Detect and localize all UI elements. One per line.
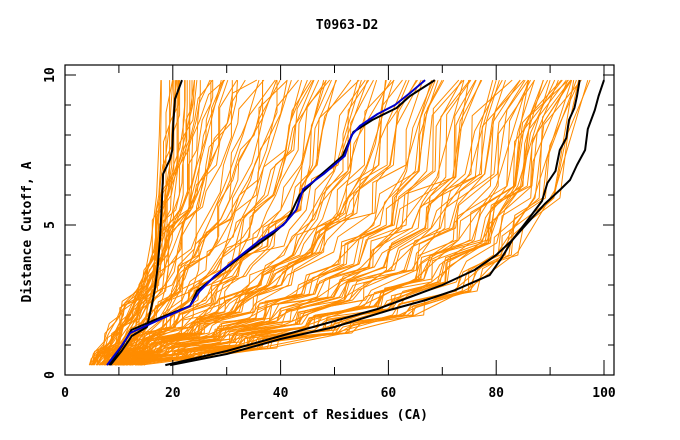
model-line xyxy=(128,79,573,366)
model-line xyxy=(111,80,386,366)
model-line xyxy=(96,79,229,366)
model-line xyxy=(121,79,500,366)
model-line xyxy=(124,79,435,366)
model-line xyxy=(114,79,331,366)
y-axis-ticks: 0 5 10 xyxy=(43,67,614,379)
model-line xyxy=(92,80,162,366)
model-line xyxy=(131,79,506,366)
model-line xyxy=(115,79,445,366)
black-steep-line xyxy=(109,79,183,366)
model-line xyxy=(131,79,569,366)
model-line xyxy=(137,79,582,366)
y-tick-label: 5 xyxy=(43,221,58,229)
blue-target-line xyxy=(106,79,426,366)
x-tick-label: 40 xyxy=(273,386,289,401)
model-line xyxy=(121,79,544,366)
model-line xyxy=(114,79,403,366)
model-line xyxy=(120,79,407,366)
model-line xyxy=(96,80,198,366)
x-tick-label: 80 xyxy=(488,386,504,401)
x-tick-label: 60 xyxy=(381,386,397,401)
model-line xyxy=(110,79,443,366)
highlight-lines xyxy=(106,79,605,367)
x-axis-label: Percent of Residues (CA) xyxy=(240,408,428,423)
y-tick-label: 10 xyxy=(43,67,58,83)
y-axis-label: Distance Cutoff, A xyxy=(20,161,35,302)
model-line xyxy=(139,79,580,366)
model-line xyxy=(117,79,422,366)
model-line xyxy=(112,79,362,366)
model-line xyxy=(115,79,277,366)
model-line xyxy=(117,79,432,366)
model-line xyxy=(117,79,370,366)
model-line xyxy=(117,79,460,366)
model-line xyxy=(115,79,418,366)
background-model-lines xyxy=(88,79,591,366)
model-line xyxy=(107,79,424,366)
model-line xyxy=(97,80,193,366)
model-line xyxy=(122,79,410,366)
black-right-2-line xyxy=(169,79,605,367)
model-line xyxy=(134,79,536,366)
x-axis-ticks: 0 20 40 60 80 100 xyxy=(61,65,616,401)
x-tick-label: 0 xyxy=(61,386,69,401)
model-line xyxy=(100,79,224,366)
model-line xyxy=(116,79,299,366)
model-line xyxy=(118,80,387,366)
model-line xyxy=(104,79,327,366)
chart-title: T0963-D2 xyxy=(316,18,379,33)
model-line xyxy=(93,80,196,366)
x-tick-label: 100 xyxy=(592,386,616,401)
plot-frame xyxy=(64,64,615,376)
x-tick-label: 20 xyxy=(165,386,181,401)
y-tick-label: 0 xyxy=(43,371,58,379)
model-line xyxy=(92,79,258,366)
model-line xyxy=(127,79,464,366)
model-line xyxy=(106,80,233,366)
model-line xyxy=(91,79,225,366)
model-line xyxy=(111,79,471,366)
model-line xyxy=(116,79,327,366)
model-line xyxy=(118,79,526,366)
model-line xyxy=(111,79,360,366)
model-line xyxy=(128,79,436,366)
